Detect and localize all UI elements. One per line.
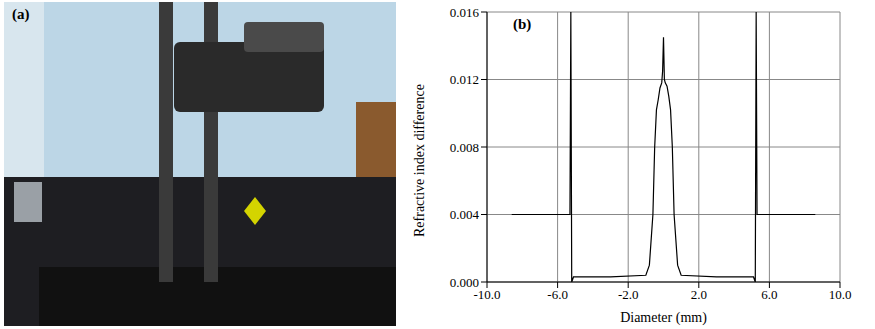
svg-text:0.000: 0.000 bbox=[450, 275, 479, 290]
html-text:(b): (b) bbox=[513, 16, 532, 32]
svg-text:6.0: 6.0 bbox=[761, 287, 777, 302]
svg-text:-10.0: -10.0 bbox=[473, 287, 501, 303]
html-text:(a): (a) bbox=[12, 6, 30, 22]
svg-text:2.0: 2.0 bbox=[691, 287, 707, 302]
svg-text:Diameter (mm): Diameter (mm) bbox=[620, 310, 707, 326]
svg-text:0.012: 0.012 bbox=[450, 72, 479, 87]
svg-text:0.004: 0.004 bbox=[450, 207, 480, 222]
svg-text:-6.0: -6.0 bbox=[547, 287, 568, 302]
svg-text:10.0: 10.0 bbox=[829, 287, 852, 302]
svg-text:Refractive index difference: Refractive index difference bbox=[412, 84, 427, 237]
svg-text:-2.0: -2.0 bbox=[618, 287, 639, 302]
svg-text:0.016: 0.016 bbox=[450, 5, 480, 20]
svg-text:0.008: 0.008 bbox=[450, 140, 479, 155]
